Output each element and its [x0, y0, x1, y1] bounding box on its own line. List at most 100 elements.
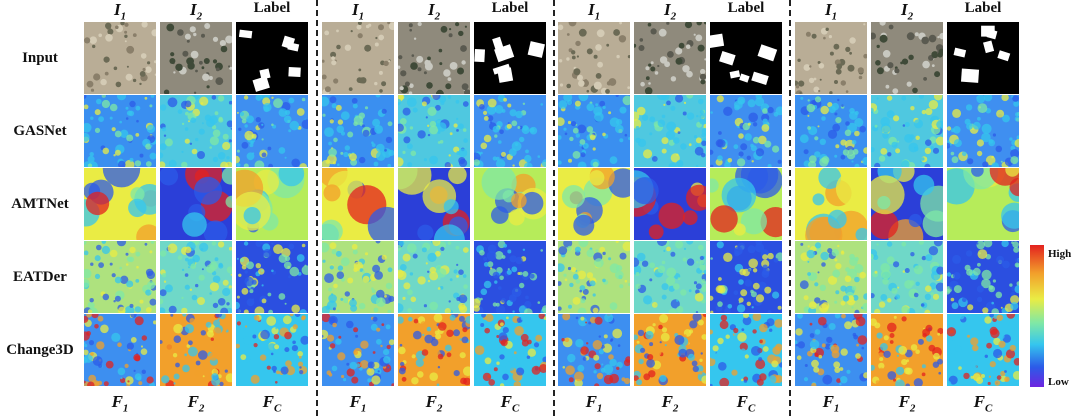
column-header-i2: I2: [160, 0, 232, 22]
tile-gasnet-i2: [160, 95, 232, 167]
tile-input-i2: [634, 22, 706, 94]
tile-amtnet-i2: [398, 168, 470, 240]
tile-gasnet-i1: [558, 95, 630, 167]
colorbar: [1030, 245, 1044, 387]
tile-change3d-i1: [84, 314, 156, 386]
tile-change3d-i2: [634, 314, 706, 386]
column-header-i1: I1: [84, 0, 156, 22]
tile-gasnet-i1: [84, 95, 156, 167]
row-label-gasnet: GASNet: [13, 123, 67, 139]
tile-eatder-i2: [871, 241, 943, 313]
tile-gasnet-i1: [322, 95, 394, 167]
column-header-label: Label: [253, 0, 291, 16]
tile-input-label: [710, 22, 782, 94]
tile-gasnet-i2: [634, 95, 706, 167]
tile-amtnet-i2: [160, 168, 232, 240]
tile-amtnet-i1: [795, 168, 867, 240]
header-subscript: 2: [434, 10, 441, 23]
row-label-amtnet: AMTNet: [11, 196, 69, 212]
tile-change3d-label: [947, 314, 1019, 386]
tile-change3d-i1: [558, 314, 630, 386]
tile-eatder-label: [947, 241, 1019, 313]
footer-symbol: F: [661, 392, 673, 411]
header-subscript: 1: [831, 10, 838, 23]
header-symbol: I: [351, 0, 359, 19]
footer-symbol: F: [500, 392, 512, 411]
tile-input-i1: [558, 22, 630, 94]
tile-change3d-i1: [795, 314, 867, 386]
tile-change3d-i2: [160, 314, 232, 386]
header-symbol: I: [587, 0, 595, 19]
footer-symbol: F: [736, 392, 748, 411]
tile-eatder-i1: [558, 241, 630, 313]
header-subscript: 1: [120, 10, 127, 23]
footer-symbol: F: [898, 392, 910, 411]
tile-gasnet-i2: [398, 95, 470, 167]
column-header-label: Label: [727, 0, 765, 16]
tile-amtnet-label: [474, 168, 546, 240]
tile-input-i2: [398, 22, 470, 94]
footer-subscript: 2: [909, 402, 916, 415]
tile-change3d-label: [710, 314, 782, 386]
column-footer-f1: F1: [84, 392, 156, 414]
column-header-label: Label: [964, 0, 1002, 16]
footer-symbol: F: [262, 392, 274, 411]
column-header-i1: I1: [795, 0, 867, 22]
header-symbol: I: [427, 0, 435, 19]
group-divider: [316, 0, 318, 416]
column-footer-f2: F2: [634, 392, 706, 414]
column-header-i2: I2: [634, 0, 706, 22]
column-footer-f1: F1: [322, 392, 394, 414]
footer-symbol: F: [349, 392, 361, 411]
header-symbol: I: [663, 0, 671, 19]
column-footer-f1: F1: [558, 392, 630, 414]
column-header-i2: I2: [398, 0, 470, 22]
header-subscript: 2: [670, 10, 677, 23]
tile-eatder-i1: [322, 241, 394, 313]
tile-eatder-i2: [398, 241, 470, 313]
tile-amtnet-label: [236, 168, 308, 240]
tile-gasnet-label: [474, 95, 546, 167]
column-header-i2: I2: [871, 0, 943, 22]
tile-change3d-i2: [871, 314, 943, 386]
footer-symbol: F: [187, 392, 199, 411]
header-subscript: 1: [594, 10, 601, 23]
tile-change3d-label: [474, 314, 546, 386]
group-divider: [553, 0, 555, 416]
tile-input-i1: [84, 22, 156, 94]
column-footer-fc: FC: [710, 392, 782, 414]
column-footer-fc: FC: [236, 392, 308, 414]
tile-gasnet-i2: [871, 95, 943, 167]
footer-subscript: C: [985, 402, 993, 415]
footer-subscript: C: [748, 402, 756, 415]
footer-symbol: F: [973, 392, 985, 411]
tile-gasnet-label: [236, 95, 308, 167]
header-symbol: I: [189, 0, 197, 19]
column-footer-fc: FC: [474, 392, 546, 414]
footer-subscript: 1: [122, 402, 129, 415]
footer-symbol: F: [585, 392, 597, 411]
tile-gasnet-label: [710, 95, 782, 167]
tile-amtnet-label: [947, 168, 1019, 240]
tile-eatder-i2: [634, 241, 706, 313]
header-subscript: 1: [358, 10, 365, 23]
tile-eatder-i2: [160, 241, 232, 313]
footer-subscript: 1: [360, 402, 367, 415]
header-subscript: 2: [196, 10, 203, 23]
tile-input-i2: [160, 22, 232, 94]
footer-subscript: 2: [198, 402, 205, 415]
tile-eatder-label: [474, 241, 546, 313]
tile-change3d-i2: [398, 314, 470, 386]
row-label-eatder: EATDer: [13, 269, 67, 285]
header-symbol: I: [113, 0, 121, 19]
column-footer-f2: F2: [871, 392, 943, 414]
tile-eatder-i1: [795, 241, 867, 313]
tile-input-label: [947, 22, 1019, 94]
tile-input-i2: [871, 22, 943, 94]
tile-gasnet-label: [947, 95, 1019, 167]
tile-amtnet-i2: [634, 168, 706, 240]
tile-input-label: [474, 22, 546, 94]
tile-change3d-label: [236, 314, 308, 386]
group-divider: [789, 0, 791, 416]
